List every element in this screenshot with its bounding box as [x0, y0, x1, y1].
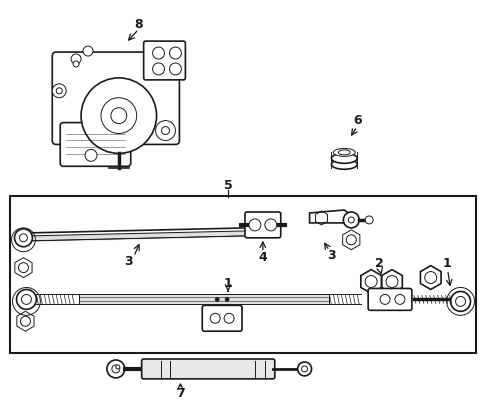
Circle shape: [348, 217, 353, 223]
Ellipse shape: [331, 159, 357, 169]
Circle shape: [450, 292, 469, 311]
Circle shape: [71, 54, 81, 64]
Circle shape: [364, 276, 377, 287]
Ellipse shape: [333, 148, 354, 156]
Bar: [10, 196, 475, 353]
Circle shape: [248, 219, 260, 231]
Circle shape: [169, 63, 181, 75]
Circle shape: [446, 287, 473, 315]
Circle shape: [225, 297, 228, 301]
Circle shape: [155, 121, 175, 140]
Circle shape: [152, 47, 164, 59]
Text: 1: 1: [223, 277, 232, 290]
Circle shape: [112, 365, 120, 373]
Text: 7: 7: [176, 387, 184, 400]
Circle shape: [106, 360, 124, 378]
Circle shape: [346, 235, 356, 245]
Circle shape: [73, 61, 79, 67]
Text: 6: 6: [352, 114, 361, 127]
Circle shape: [116, 365, 120, 369]
Circle shape: [21, 295, 31, 304]
FancyBboxPatch shape: [367, 288, 411, 310]
FancyBboxPatch shape: [52, 52, 179, 145]
Circle shape: [343, 212, 359, 228]
Circle shape: [394, 295, 404, 304]
Ellipse shape: [338, 150, 349, 155]
Ellipse shape: [331, 153, 357, 163]
Circle shape: [20, 316, 30, 326]
Circle shape: [210, 313, 220, 323]
Circle shape: [385, 276, 397, 287]
Circle shape: [19, 234, 28, 242]
Text: 2: 2: [374, 257, 383, 270]
Circle shape: [101, 98, 136, 134]
Circle shape: [297, 362, 311, 376]
Text: 5: 5: [223, 178, 232, 191]
Circle shape: [364, 216, 372, 224]
Circle shape: [56, 88, 62, 94]
Circle shape: [215, 297, 219, 301]
FancyBboxPatch shape: [202, 305, 242, 331]
Polygon shape: [309, 210, 350, 226]
Text: 4: 4: [258, 251, 267, 264]
FancyBboxPatch shape: [141, 359, 274, 379]
Text: 3: 3: [326, 249, 335, 262]
FancyBboxPatch shape: [244, 212, 280, 238]
Circle shape: [424, 272, 436, 284]
Circle shape: [18, 263, 29, 273]
Circle shape: [81, 78, 156, 153]
Circle shape: [83, 46, 93, 56]
Circle shape: [454, 296, 465, 306]
Circle shape: [52, 84, 66, 98]
Circle shape: [111, 108, 126, 124]
Bar: [79, 295, 329, 304]
Circle shape: [169, 47, 181, 59]
Text: 1: 1: [441, 257, 450, 270]
Text: 3: 3: [124, 255, 133, 268]
Circle shape: [224, 313, 234, 323]
Circle shape: [85, 150, 97, 161]
Circle shape: [12, 228, 35, 252]
Circle shape: [161, 127, 169, 134]
Circle shape: [379, 295, 389, 304]
Text: 8: 8: [134, 18, 143, 31]
FancyBboxPatch shape: [143, 41, 185, 80]
Circle shape: [152, 63, 164, 75]
Circle shape: [16, 290, 36, 309]
Circle shape: [301, 366, 307, 372]
Circle shape: [15, 229, 32, 247]
FancyBboxPatch shape: [60, 123, 131, 166]
Circle shape: [13, 287, 40, 315]
Circle shape: [264, 219, 276, 231]
